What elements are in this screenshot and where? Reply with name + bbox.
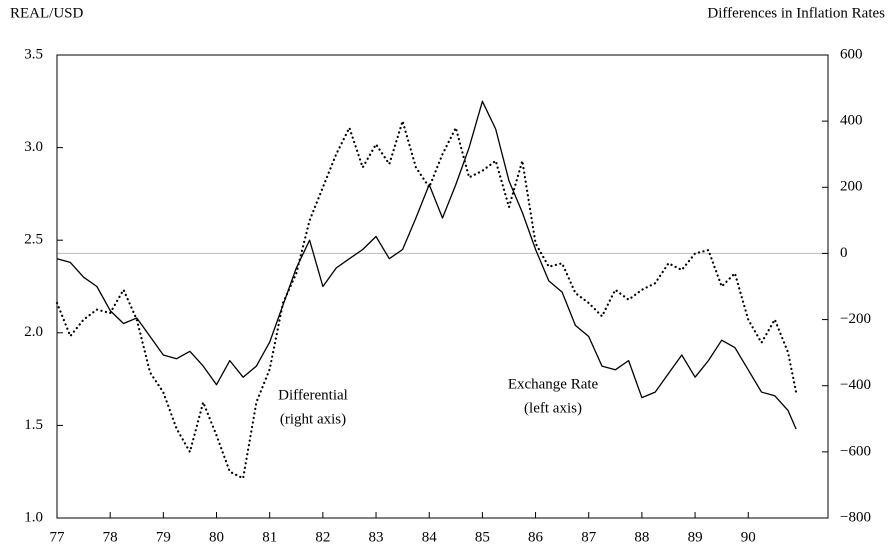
x-tick-label: 82 — [315, 529, 330, 545]
x-tick-label: 84 — [422, 529, 438, 545]
y-tick-label: 3.0 — [24, 139, 43, 155]
series-line — [56, 100, 797, 430]
y2-tick-label: 600 — [840, 46, 863, 62]
y2-tick-label: −400 — [840, 377, 871, 393]
x-tick-label: 79 — [156, 529, 171, 545]
y2-tick-label: 400 — [840, 113, 863, 129]
plot-frame — [56, 54, 829, 519]
x-tick-label: 86 — [528, 529, 544, 545]
annotation: Differential — [278, 387, 348, 403]
y2-tick-label: −600 — [840, 443, 871, 459]
x-tick-label: 80 — [209, 529, 224, 545]
y2-tick-label: −800 — [840, 509, 871, 525]
y2-tick-label: −200 — [840, 311, 871, 327]
annotation: (left axis) — [524, 400, 582, 416]
y2-tick-label: 200 — [840, 179, 863, 195]
y-tick-label: 2.0 — [24, 324, 43, 340]
y2-axis-title: Differences in Inflation Rates — [707, 5, 885, 21]
y-tick-label: 1.0 — [24, 509, 43, 525]
y-tick-label: 3.5 — [24, 46, 43, 62]
x-tick-label: 89 — [688, 529, 703, 545]
x-tick-label: 77 — [50, 529, 66, 545]
series-line — [55, 120, 798, 480]
x-tick-label: 90 — [741, 529, 756, 545]
y-tick-label: 2.5 — [24, 232, 43, 248]
x-tick-label: 81 — [262, 529, 277, 545]
annotation: Exchange Rate — [508, 376, 599, 392]
x-tick-label: 87 — [581, 529, 597, 545]
x-tick-label: 85 — [475, 529, 490, 545]
x-tick-label: 78 — [103, 529, 118, 545]
y-tick-label: 1.5 — [24, 417, 43, 433]
x-tick-label: 83 — [369, 529, 384, 545]
x-tick-label: 88 — [634, 529, 649, 545]
y-axis-title: REAL/USD — [10, 5, 84, 21]
annotation: (right axis) — [280, 411, 346, 427]
y2-tick-label: 0 — [840, 245, 848, 261]
